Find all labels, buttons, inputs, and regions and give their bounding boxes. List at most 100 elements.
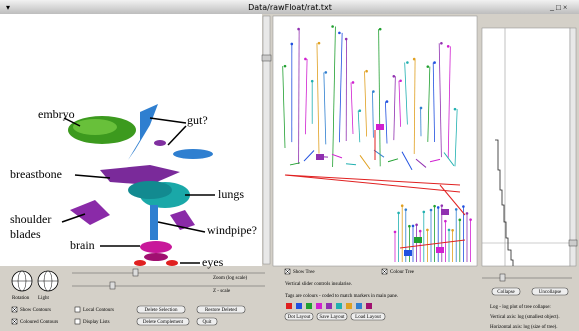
checkbox[interactable] [75, 307, 80, 312]
button-label[interactable]: Dot Layout [288, 315, 312, 320]
checkbox-label: Display Lists [83, 320, 110, 325]
tree-node [427, 65, 430, 68]
tree-tag [316, 154, 324, 160]
tree-node [393, 75, 396, 78]
checkbox-label: Show Contours [20, 308, 51, 313]
button-label[interactable]: Quit [203, 320, 213, 325]
tree-node [394, 231, 397, 234]
color-tag [336, 303, 342, 309]
tree-node [459, 219, 462, 222]
log-plot [482, 28, 570, 266]
tree-tag [436, 247, 444, 253]
color-tag [296, 303, 302, 309]
tree-tag [414, 237, 422, 243]
tree-node [399, 79, 402, 82]
vertical-slider[interactable] [570, 28, 576, 266]
tree-node [412, 225, 415, 228]
button[interactable]: Quit [197, 318, 217, 325]
color-tag [366, 303, 372, 309]
checkbox[interactable] [75, 319, 80, 324]
tree-node [372, 90, 375, 93]
tree-node [405, 208, 408, 211]
note: Log - log plot of tree collapse: [490, 305, 551, 310]
tree-node [448, 229, 451, 232]
button-label[interactable]: Load Layout [355, 315, 381, 320]
app-window: Data/rawFloat/rat.txt ▾ _ □ × embryo gut… [0, 0, 579, 331]
tree-node [318, 42, 321, 45]
color-tag [306, 303, 312, 309]
slider-label: Zoom (log scale) [213, 276, 247, 281]
tree-node [455, 208, 458, 211]
tree-node [359, 109, 362, 112]
tree-node [408, 225, 411, 228]
tree-node [304, 58, 307, 61]
button[interactable]: Load Layout [351, 313, 385, 320]
tree-node [433, 61, 436, 64]
tree-node [397, 212, 400, 215]
tree-node [420, 107, 423, 110]
tree-node [331, 25, 334, 28]
color-tag [286, 303, 292, 309]
checkbox-label: Local Contours [83, 308, 114, 313]
label: embryo [38, 107, 75, 121]
tree-node [469, 218, 472, 221]
tree-node [466, 212, 469, 215]
button[interactable]: Uncollapse [532, 288, 568, 295]
window-title: Data/rawFloat/rat.txt [248, 3, 332, 12]
tree-node [415, 224, 418, 227]
tree-edge [299, 29, 300, 164]
color-tag [316, 303, 322, 309]
globe-label: Light [38, 296, 49, 301]
button-label[interactable]: Collapse [497, 290, 515, 295]
tree-node [291, 43, 294, 46]
tree-tag [376, 124, 384, 130]
label: windpipe? [207, 223, 257, 237]
tree-node [441, 204, 444, 207]
tree-node [386, 100, 389, 103]
note: Vertical slider controls insularise. [285, 282, 352, 287]
tree-node [423, 211, 426, 214]
checkbox-label: Coloured Contours [20, 320, 58, 325]
note: Vertical axis: log (smallest object). [490, 315, 560, 320]
tree-node [430, 209, 433, 212]
checkbox-label: Colour Tree [390, 270, 415, 275]
label: eyes [202, 255, 224, 269]
slider-thumb[interactable] [133, 269, 138, 276]
button-label[interactable]: Save Layout [319, 315, 345, 320]
button[interactable]: Delete Complement [137, 318, 189, 325]
tree-node [440, 42, 443, 45]
slider-thumb[interactable] [110, 282, 115, 289]
note: Tags are colours - coded to match marker… [285, 294, 398, 299]
color-tag [356, 303, 362, 309]
tree-node [311, 80, 314, 83]
button[interactable]: Dot Layout [285, 313, 313, 320]
tree-node [413, 58, 416, 61]
tree-node [444, 220, 447, 223]
tree-node [401, 204, 404, 207]
menu-icon[interactable]: ▾ [6, 3, 10, 12]
tree-node [325, 71, 328, 74]
slider-thumb[interactable] [262, 55, 271, 61]
button[interactable]: Save Layout [317, 313, 347, 320]
button-label[interactable]: Delete Complement [143, 320, 184, 325]
tree-node [462, 205, 465, 208]
button[interactable]: Delete Selection [137, 306, 185, 313]
button-label[interactable]: Restore Deleted [205, 308, 238, 313]
tree-tag [441, 209, 449, 215]
slider-label: Z - scale [213, 289, 231, 294]
button[interactable]: Restore Deleted [197, 306, 245, 313]
page: Data/rawFloat/rat.txt ▾ _ □ × embryo gut… [0, 0, 579, 331]
slider-thumb[interactable] [569, 240, 577, 246]
button-label[interactable]: Delete Selection [145, 308, 178, 313]
checkbox-label: Show Tree [293, 270, 315, 275]
vertical-slider[interactable] [263, 16, 270, 264]
button-label[interactable]: Uncollapse [539, 290, 562, 295]
tree-node [345, 38, 348, 41]
tree-node [297, 28, 300, 31]
button[interactable]: Collapse [492, 288, 520, 295]
window-controls[interactable]: _ □ × [549, 3, 567, 12]
label: lungs [218, 187, 244, 201]
tree-node [419, 230, 422, 233]
tree-node [447, 45, 450, 48]
slider-thumb[interactable] [500, 274, 505, 281]
